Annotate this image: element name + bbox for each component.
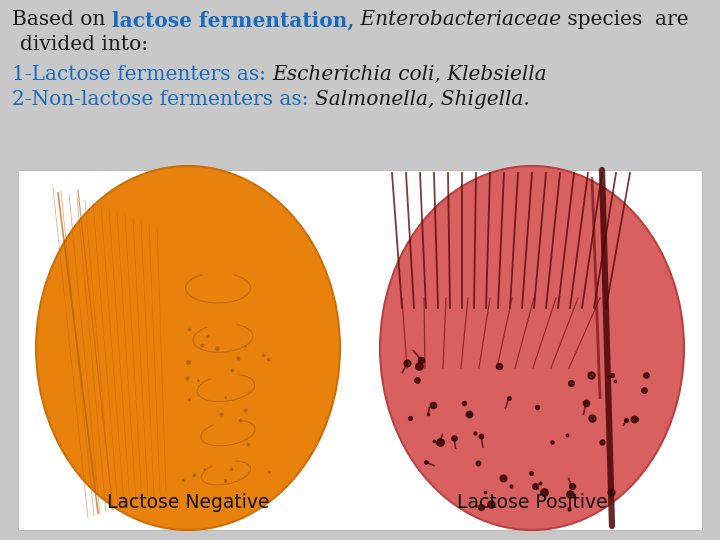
Text: lactose fermentation,: lactose fermentation, bbox=[112, 10, 354, 30]
Ellipse shape bbox=[380, 166, 684, 530]
FancyBboxPatch shape bbox=[18, 170, 702, 530]
Text: Based on: Based on bbox=[12, 10, 112, 29]
Text: Lactose Positive: Lactose Positive bbox=[456, 493, 607, 512]
Text: 2-Non-lactose fermenters as:: 2-Non-lactose fermenters as: bbox=[12, 90, 315, 109]
Ellipse shape bbox=[36, 166, 340, 530]
Text: Salmonella, Shigella.: Salmonella, Shigella. bbox=[315, 90, 530, 109]
Text: Lactose Negative: Lactose Negative bbox=[107, 493, 269, 512]
Text: divided into:: divided into: bbox=[20, 35, 148, 54]
Text: Enterobacteriaceae: Enterobacteriaceae bbox=[354, 10, 561, 29]
Text: Escherichia coli, Klebsiella: Escherichia coli, Klebsiella bbox=[272, 65, 547, 84]
Text: species  are: species are bbox=[561, 10, 689, 29]
Text: 1-Lactose fermenters as:: 1-Lactose fermenters as: bbox=[12, 65, 272, 84]
